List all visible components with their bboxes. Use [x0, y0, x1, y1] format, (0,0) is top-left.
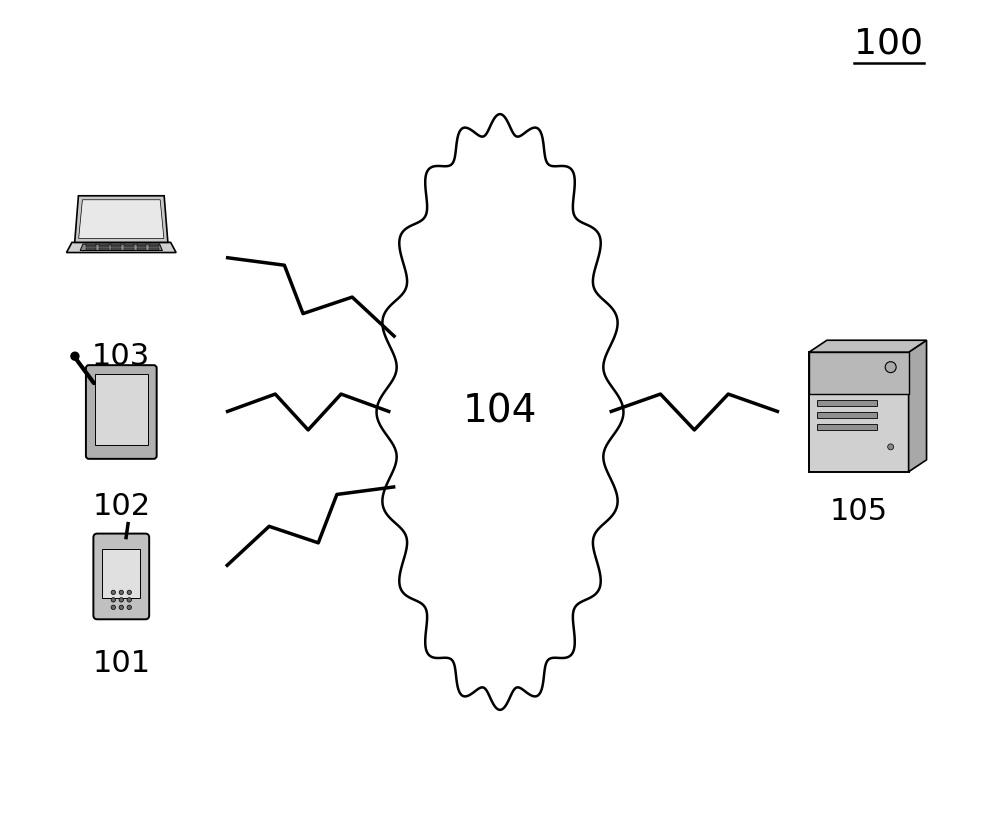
Bar	[86, 242, 96, 245]
Polygon shape	[377, 114, 623, 710]
Bar	[111, 242, 121, 245]
Circle shape	[119, 605, 123, 610]
Circle shape	[111, 590, 116, 594]
Polygon shape	[809, 340, 927, 352]
Bar	[137, 242, 146, 245]
Text: 102: 102	[92, 492, 150, 520]
Bar	[99, 247, 109, 250]
Bar	[817, 424, 877, 430]
Circle shape	[127, 590, 131, 594]
Bar	[95, 374, 148, 445]
FancyBboxPatch shape	[86, 365, 157, 459]
Circle shape	[127, 605, 131, 610]
Polygon shape	[909, 340, 927, 472]
Bar	[809, 352, 909, 472]
Circle shape	[111, 598, 116, 602]
Bar	[124, 245, 134, 247]
Bar	[149, 242, 159, 245]
Text: 104: 104	[463, 393, 537, 431]
Text: 101: 101	[92, 649, 150, 678]
Circle shape	[119, 590, 123, 594]
Circle shape	[888, 444, 894, 450]
Bar	[99, 242, 109, 245]
Bar	[124, 242, 134, 245]
Bar	[99, 245, 109, 247]
Bar	[86, 245, 96, 247]
Bar	[149, 245, 159, 247]
Circle shape	[119, 598, 123, 602]
Circle shape	[111, 605, 116, 610]
Polygon shape	[75, 196, 168, 242]
Bar	[102, 548, 140, 598]
Bar	[817, 400, 877, 406]
Text: 100: 100	[854, 26, 923, 60]
Bar	[86, 247, 96, 250]
FancyBboxPatch shape	[93, 533, 149, 619]
Polygon shape	[80, 244, 162, 251]
Bar	[124, 247, 134, 250]
Bar	[809, 352, 909, 394]
Bar	[111, 245, 121, 247]
Circle shape	[71, 352, 79, 360]
Text: 105: 105	[830, 496, 888, 526]
Bar	[137, 247, 146, 250]
Circle shape	[885, 362, 896, 372]
Bar	[111, 247, 121, 250]
Bar	[149, 247, 159, 250]
Bar	[817, 412, 877, 418]
Text: 103: 103	[92, 342, 150, 372]
Circle shape	[127, 598, 131, 602]
Polygon shape	[79, 200, 164, 238]
Polygon shape	[66, 242, 176, 252]
Bar	[137, 245, 146, 247]
